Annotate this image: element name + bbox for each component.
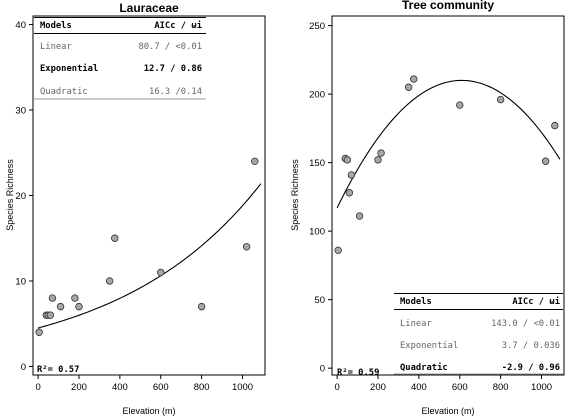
r2-label: R²= 0.57	[37, 365, 79, 375]
fit-curve	[37, 183, 262, 329]
y-tick-label: 40	[15, 20, 26, 31]
data-point	[377, 149, 385, 157]
x-tick-label: 0	[334, 382, 339, 393]
data-point	[46, 311, 55, 319]
data-point	[157, 268, 165, 277]
y-tick-label: 100	[309, 227, 325, 238]
data-point	[410, 75, 418, 83]
data-point	[71, 294, 79, 302]
x-tick-label: 600	[153, 382, 169, 393]
y-tick-label: 10	[15, 276, 26, 287]
data-point	[541, 157, 550, 165]
x-tick-label: 1000	[232, 382, 253, 393]
x-tick-label: 1000	[531, 382, 552, 393]
data-point	[551, 121, 559, 130]
data-point	[75, 302, 83, 311]
y-tick-label: 200	[309, 90, 325, 101]
data-point	[404, 83, 413, 91]
data-point	[496, 95, 505, 104]
table-row-model: Exponential	[40, 63, 98, 74]
y-tick-label: 30	[15, 106, 26, 117]
data-points	[35, 157, 259, 336]
data-point	[48, 294, 57, 302]
y-tick-label: 0	[320, 364, 325, 375]
y-axis-label: Species Richness	[5, 159, 15, 231]
data-point	[251, 157, 259, 166]
table-header-models: Models	[40, 21, 72, 31]
data-point	[374, 156, 382, 164]
x-tick-label: 200	[370, 382, 386, 393]
data-point	[345, 189, 354, 197]
model-table: Models AICc / ωi Linear 80.7 / <0.01 Exp…	[34, 17, 206, 100]
data-point	[111, 234, 119, 242]
table-row-value: 143.0 / <0.01	[491, 319, 560, 329]
x-tick-label: 400	[411, 382, 427, 393]
chart-title: Lauraceae	[119, 1, 179, 15]
data-point	[456, 101, 464, 109]
table-row-model: Quadratic	[40, 87, 88, 97]
table-row-value: 80.7 / <0.01	[138, 42, 202, 52]
data-point	[347, 171, 356, 179]
table-row-model: Linear	[400, 319, 432, 329]
y-tick-label: 0	[21, 362, 26, 373]
data-point	[242, 243, 251, 251]
table-header-aicc: AICc / ωi	[512, 296, 560, 307]
table-row-value: 16.3 /0.14	[149, 87, 202, 97]
y-tick-label: 50	[314, 295, 325, 306]
data-point	[197, 302, 206, 311]
y-tick-label: 150	[309, 158, 325, 169]
fit-curve	[336, 79, 561, 209]
table-header-aicc: AICc / ωi	[154, 20, 202, 31]
axis-ticks: 0 200 400 600 800 1000 0 50 100 150 200 250	[309, 21, 552, 393]
x-tick-label: 200	[71, 382, 87, 393]
y-axis-label: Species Richness	[290, 159, 300, 231]
x-axis-label: Elevation (m)	[122, 406, 175, 416]
model-table: Models AICc / ωi Linear 143.0 / <0.01 Ex…	[394, 293, 563, 375]
data-point	[35, 328, 43, 336]
x-tick-label: 800	[194, 382, 210, 393]
table-row-model: Linear	[40, 42, 72, 52]
table-header-models: Models	[400, 297, 432, 307]
table-row-value: 12.7 / 0.86	[144, 64, 202, 74]
table-row-value: -2.9 / 0.96	[502, 363, 560, 373]
data-point	[343, 156, 352, 164]
table-row-model: Quadratic	[400, 362, 448, 373]
data-point	[334, 246, 342, 255]
x-tick-label: 800	[493, 382, 509, 393]
x-axis-label: Elevation (m)	[421, 406, 474, 416]
data-points	[334, 75, 559, 255]
x-tick-label: 0	[35, 382, 40, 393]
table-row-value: 3.7 / 0.036	[502, 341, 560, 351]
x-tick-label: 400	[112, 382, 128, 393]
panel-lauraceae: Lauraceae 0 200 400 600 800 1000 0 10 20 30 40 Ele…	[5, 1, 266, 416]
table-row-model: Exponential	[400, 341, 458, 351]
plot-frame	[331, 15, 565, 376]
y-tick-label: 20	[15, 191, 26, 202]
data-point	[355, 212, 364, 220]
r2-label: R²= 0.59	[337, 368, 379, 378]
y-tick-label: 250	[309, 21, 325, 32]
x-tick-label: 600	[452, 382, 468, 393]
chart-title: Tree community	[402, 0, 494, 12]
axis-ticks: 0 200 400 600 800 1000 0 10 20 30 40	[15, 20, 253, 393]
data-point	[56, 302, 65, 311]
data-point	[105, 277, 114, 285]
panel-tree-community: Tree community 0 200 400 600 800 1000 0 50 100 15…	[290, 0, 565, 416]
